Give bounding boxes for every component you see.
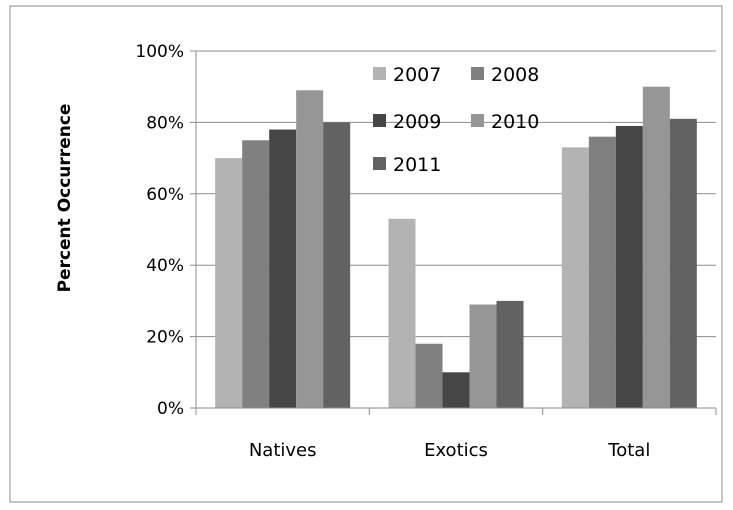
bar-total-2011 (669, 118, 697, 408)
bar-total-2008 (588, 136, 616, 408)
bar-natives-2009 (269, 129, 297, 409)
legend-swatch-2010 (471, 114, 484, 127)
category-label-total: Total (607, 440, 650, 461)
y-tick-label: 0% (157, 399, 184, 419)
legend-label-2009: 2009 (393, 111, 441, 133)
legend-swatch-2007 (373, 67, 386, 80)
y-tick-label: 20% (146, 328, 184, 348)
x-category-labels: Natives Exotics Total (249, 440, 651, 461)
legend-label-2008: 2008 (491, 64, 539, 86)
bars (215, 86, 697, 409)
category-label-natives: Natives (249, 440, 317, 461)
category-label-exotics: Exotics (424, 440, 488, 461)
bar-exotics-2009 (442, 372, 470, 408)
y-axis-title: Percent Occurrence (55, 104, 75, 293)
legend-label-2010: 2010 (491, 111, 539, 133)
bar-exotics-2008 (415, 343, 443, 408)
axes (190, 50, 717, 415)
legend-label-2007: 2007 (393, 64, 441, 86)
y-tick-label: 80% (146, 113, 184, 133)
legend-swatch-2011 (373, 157, 386, 170)
legend-swatch-2009 (373, 114, 386, 127)
legend-label-2011: 2011 (393, 154, 441, 176)
y-tick-label: 100% (135, 42, 184, 62)
bar-total-2007 (561, 147, 589, 408)
y-tick-labels: 0% 20% 40% 60% 80% 100% (135, 42, 184, 419)
y-tick-label: 40% (146, 256, 184, 276)
y-tick-label: 60% (146, 185, 184, 205)
bar-total-2009 (615, 125, 643, 408)
bar-natives-2007 (215, 158, 243, 408)
legend-swatch-2008 (471, 67, 484, 80)
bar-natives-2011 (323, 122, 351, 409)
legend: 2007 2008 2009 2010 2011 (373, 64, 539, 176)
bar-exotics-2010 (469, 304, 497, 408)
bar-natives-2010 (296, 90, 324, 409)
bar-total-2010 (642, 86, 670, 408)
bar-natives-2008 (242, 140, 270, 408)
bar-exotics-2011 (496, 300, 524, 408)
bar-exotics-2007 (388, 218, 416, 408)
